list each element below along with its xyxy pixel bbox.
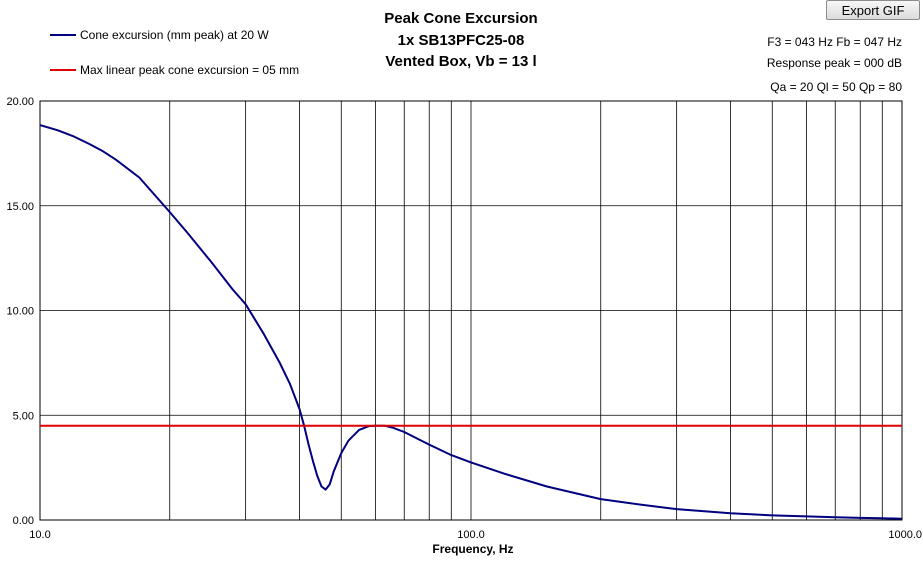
info-line-q-values: Qa = 20 Ql = 50 Qp = 80 (770, 80, 902, 94)
export-gif-button[interactable]: Export GIF (826, 0, 920, 20)
chart-title-line-3: Vented Box, Vb = 13 l (385, 53, 536, 70)
chart-title-line-1: Peak Cone Excursion (384, 10, 537, 27)
y-axis-ticks: 0.00 5.00 10.00 15.00 20.00 (6, 96, 34, 527)
x-axis-label: Frequency, Hz (432, 542, 513, 556)
y-tick-label: 15.00 (6, 201, 34, 213)
legend: Cone excursion (mm peak) at 20 W Max lin… (50, 28, 299, 77)
y-tick-label: 5.00 (13, 410, 34, 422)
x-tick-label: 100.0 (457, 529, 485, 541)
y-tick-label: 10.00 (6, 306, 34, 318)
legend-label-max-excursion: Max linear peak cone excursion = 05 mm (80, 63, 299, 77)
design-info: F3 = 043 Hz Fb = 047 Hz Response peak = … (767, 35, 902, 94)
series-line-cone-excursion (39, 124, 903, 520)
y-tick-label: 0.00 (13, 515, 34, 527)
info-line-response-peak: Response peak = 000 dB (767, 56, 902, 70)
plot-frame (39, 100, 903, 521)
legend-label-excursion: Cone excursion (mm peak) at 20 W (80, 28, 269, 42)
y-tick-label: 20.00 (6, 96, 34, 108)
x-tick-label: 1000.0 (888, 529, 922, 541)
info-line-tuning: F3 = 043 Hz Fb = 047 Hz (767, 35, 902, 49)
chart-title-line-2: 1x SB13PFC25-08 (398, 32, 525, 49)
plot-grid (40, 101, 902, 520)
x-axis-ticks: 10.0 100.0 1000.0 (29, 529, 922, 541)
series-layer (39, 124, 903, 520)
chart-title: Peak Cone Excursion 1x SB13PFC25-08 Vent… (384, 10, 537, 70)
x-tick-label: 10.0 (29, 529, 50, 541)
